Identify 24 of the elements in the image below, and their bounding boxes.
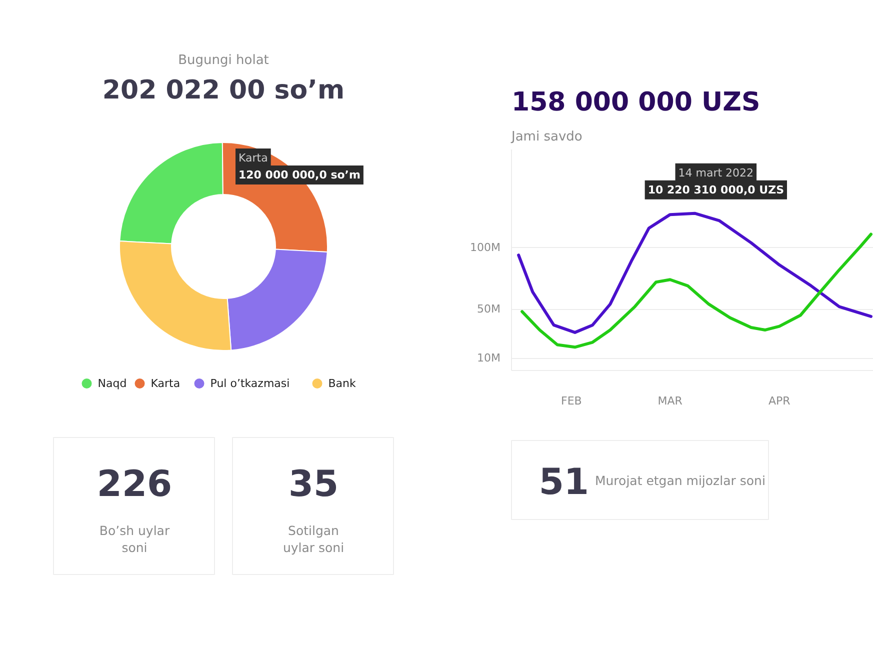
legend-label: Karta [150, 377, 180, 390]
chart-title: 158 000 000 UZS [512, 88, 760, 118]
x-tick-label: FEB [561, 394, 582, 408]
x-tick-label: MAR [658, 394, 683, 408]
chart-subtitle: Jami savdo [510, 130, 582, 144]
text: 120 000 000,0 so’m [238, 168, 360, 182]
text: 51 [538, 462, 589, 503]
text: Murojat etgan mijozlar soni [594, 473, 766, 488]
annotation: 10 220 310 000,0 UZS [648, 183, 784, 196]
y-tick-label: 50M [477, 302, 501, 316]
y-tick-label: 100M [470, 241, 501, 254]
legend-label: Bank [328, 377, 357, 390]
text: 226 [96, 464, 172, 505]
text: 35 [288, 464, 339, 505]
legend-label: Pul o’tkazmasi [210, 377, 290, 390]
legend-label: Naqd [98, 377, 127, 390]
chart-title: Bugungi holat [178, 53, 269, 68]
chart-subtitle: 202 022 00 so’m [102, 76, 345, 106]
annotation: 14 mart 2022 [678, 166, 754, 180]
y-tick-label: 10M [477, 352, 501, 365]
text: Sotilgan uylar soni [282, 523, 344, 555]
slice-label: Karta [238, 152, 268, 164]
x-tick-label: APR [768, 394, 791, 408]
text: Bo’sh uylar soni [99, 523, 170, 555]
